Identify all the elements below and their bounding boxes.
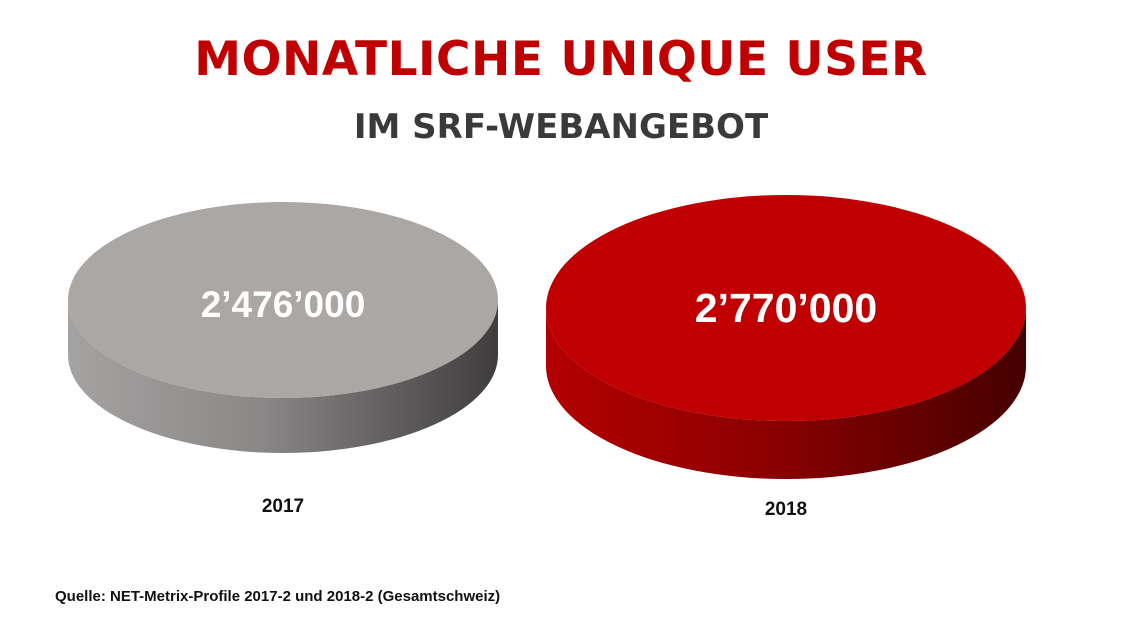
disc-side-2017 — [68, 300, 498, 453]
disc-side-2018 — [546, 308, 1026, 479]
category-label-2017: 2017 — [262, 496, 304, 517]
disc-top-2018 — [546, 195, 1026, 421]
disc-top-2017 — [68, 202, 498, 398]
chart-title: MONATLICHE UNIQUE USER — [194, 32, 928, 87]
chart-subtitle: IM SRF-WEBANGEBOT — [353, 107, 769, 147]
source-note: Quelle: NET-Metrix-Profile 2017-2 und 20… — [55, 588, 501, 605]
category-label-2018: 2018 — [765, 499, 807, 520]
value-label-2018: 2’770’000 — [695, 285, 877, 331]
value-label-2017: 2’476’000 — [201, 284, 366, 325]
